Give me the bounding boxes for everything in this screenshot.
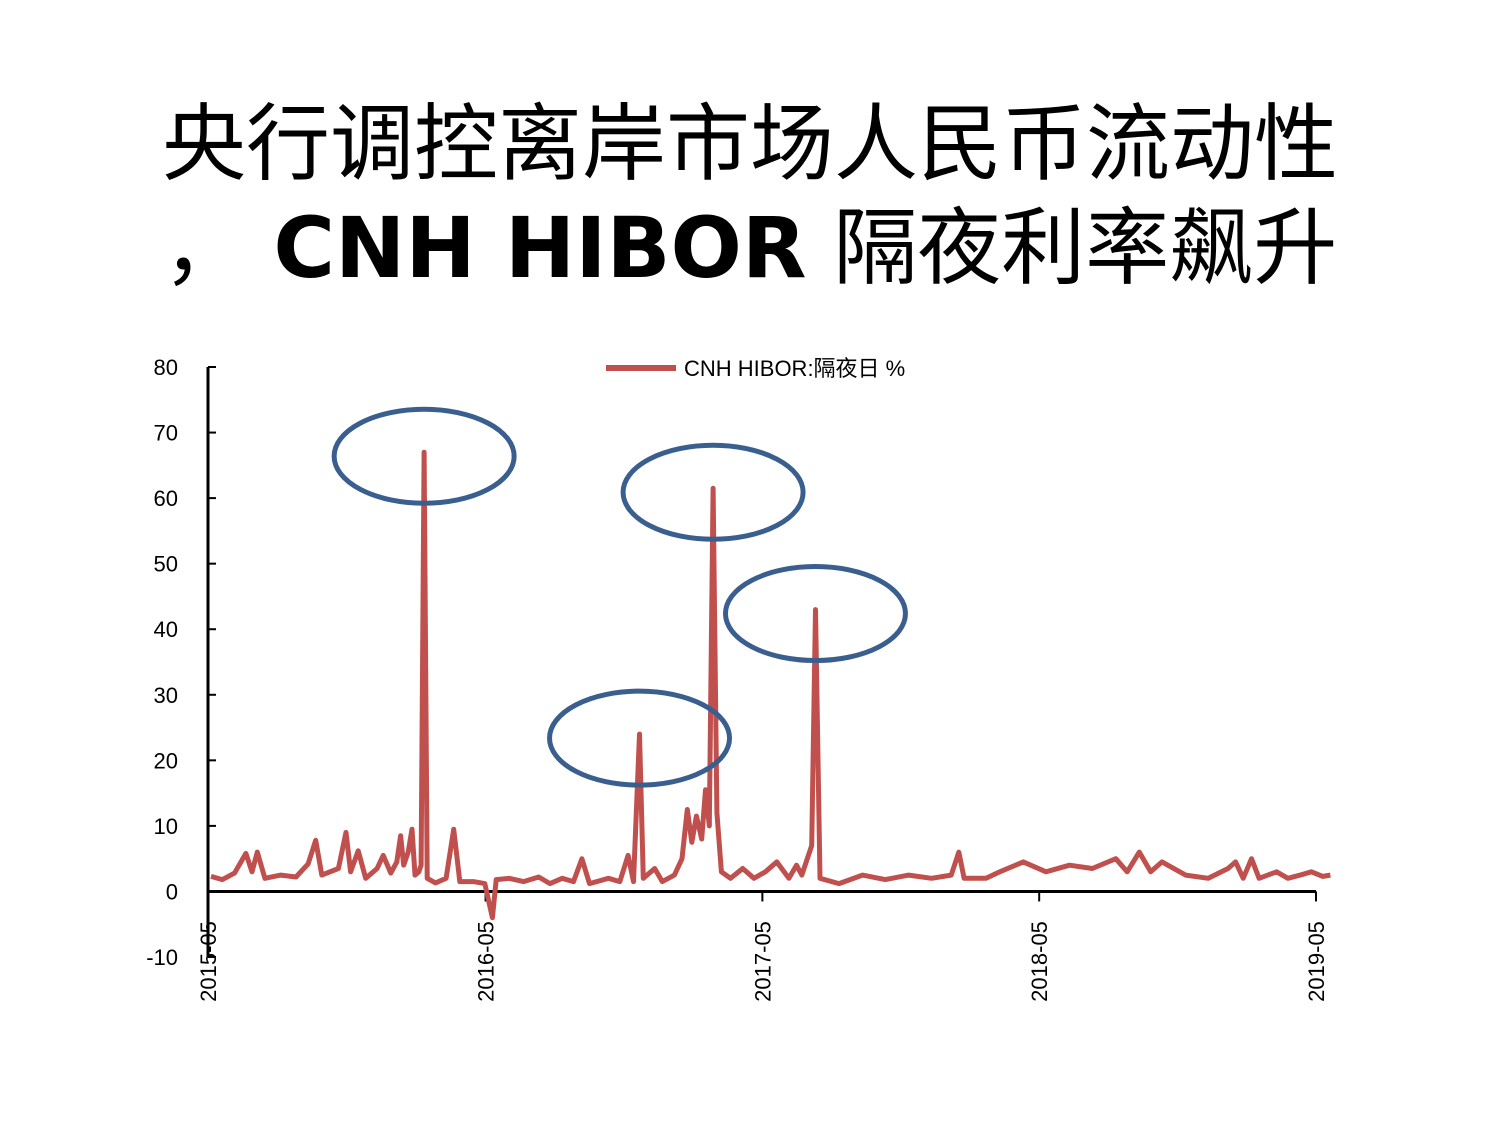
y-tick-label: 0 (166, 879, 178, 904)
title-line-2-cn: 隔夜利率飙升 (833, 199, 1338, 297)
y-tick-label: -10 (146, 945, 178, 970)
annotation-ellipse (547, 688, 733, 788)
y-tick-label: 70 (154, 421, 178, 446)
annotation-ellipse (331, 406, 517, 506)
x-tick-label: 2017-05 (750, 921, 775, 1002)
x-tick: 2019-05 (1304, 921, 1329, 1002)
x-tick-label: 2019-05 (1304, 921, 1329, 1002)
x-axis-ticks: 2015-05 2016-05 2017-05 2018-05 2019-05 (196, 891, 1329, 1002)
title-line-2-latin: CNH HIBOR (273, 199, 807, 297)
y-tick-label: 60 (154, 486, 178, 511)
title-line-2-prefix: ， (162, 199, 247, 297)
title-line-2: ， CNH HIBOR 隔夜利率飙升 (0, 196, 1500, 300)
annotation-ellipse (722, 564, 908, 664)
x-tick: 2018-05 (1027, 921, 1052, 1002)
y-tick-label: 20 (154, 748, 178, 773)
y-tick-label: 10 (154, 814, 178, 839)
legend-label: CNH HIBOR:隔夜日 % (684, 356, 905, 381)
x-tick: 2015-05 (196, 921, 221, 1002)
y-tick-label: 50 (154, 552, 178, 577)
y-tick-label: 80 (154, 355, 178, 380)
x-tick: 2017-05 (750, 921, 775, 1002)
y-tick-label: 30 (154, 683, 178, 708)
series-line-cnh-hibor (210, 449, 1331, 921)
y-tick-label: 40 (154, 617, 178, 642)
slide-title: 央行调控离岸市场人民币流动性 ， CNH HIBOR 隔夜利率飙升 (0, 92, 1500, 300)
x-tick-label: 2018-05 (1027, 921, 1052, 1002)
annotation-ellipse (620, 442, 806, 542)
x-tick-label: 2016-05 (474, 921, 499, 1002)
title-line-1: 央行调控离岸市场人民币流动性 (161, 95, 1338, 193)
annotation-circles (331, 406, 908, 788)
y-axis-ticks: 80 70 60 50 40 30 20 10 0 -10 (146, 355, 216, 970)
x-tick-label: 2015-05 (196, 921, 221, 1002)
x-tick: 2016-05 (474, 921, 499, 1002)
legend: CNH HIBOR:隔夜日 % (606, 356, 905, 381)
